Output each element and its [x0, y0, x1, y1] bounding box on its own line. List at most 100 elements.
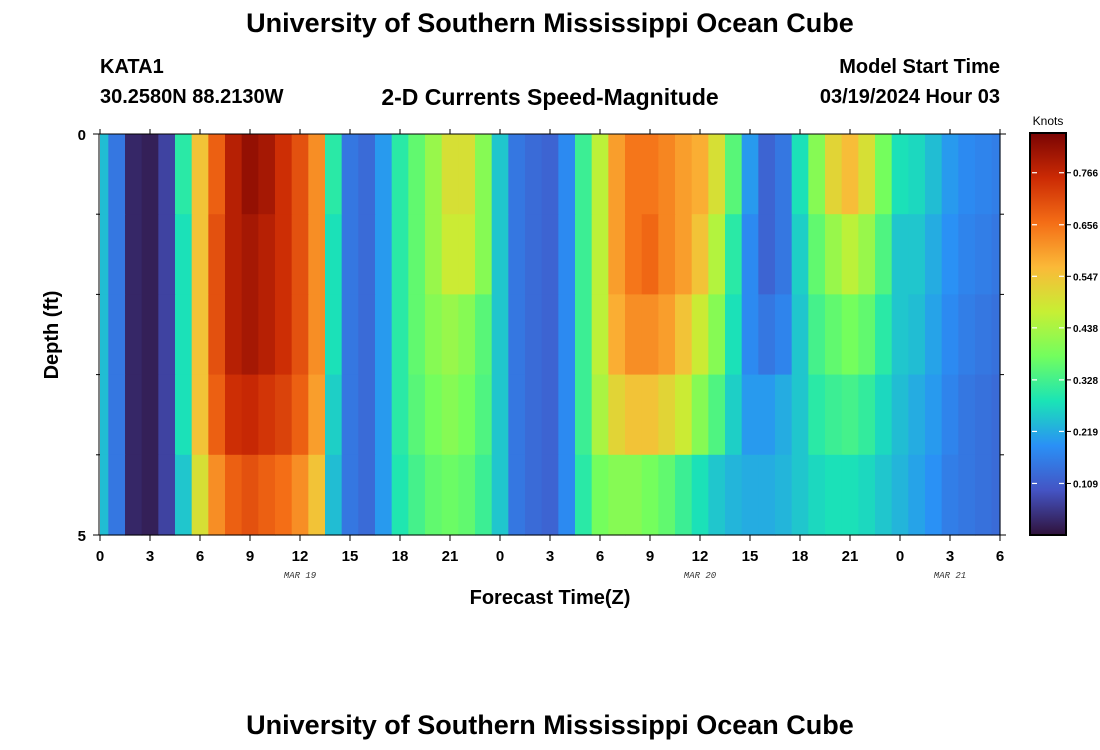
heatmap-cell — [758, 374, 776, 456]
heatmap-cell — [541, 374, 559, 456]
heatmap-cell — [458, 294, 476, 376]
heatmap-cell — [558, 294, 576, 376]
heatmap-cell — [775, 214, 793, 295]
colorbar-tick-label: 0.109 — [1073, 479, 1098, 490]
date-label: MAR 19 — [284, 571, 317, 581]
heatmap-cell — [158, 454, 176, 536]
x-tick-label: 3 — [946, 548, 954, 565]
x-tick-label: 18 — [392, 548, 409, 565]
heatmap-cell — [458, 374, 476, 456]
heatmap-cell — [141, 454, 159, 536]
heatmap-cell — [525, 214, 543, 295]
heatmap-cell — [675, 374, 693, 456]
heatmap-cell — [241, 454, 259, 536]
heatmap-cell — [791, 374, 809, 456]
x-tick-label: 6 — [596, 548, 604, 565]
heatmap-cell — [191, 134, 209, 215]
heatmap-cell — [408, 214, 426, 295]
x-tick-label: 9 — [246, 548, 254, 565]
heatmap-cell — [525, 374, 543, 456]
heatmap-cell — [708, 374, 726, 456]
heatmap-cell — [591, 214, 609, 295]
heatmap-cell — [225, 214, 243, 295]
heatmap-cell — [175, 454, 193, 536]
heatmap-cell — [208, 294, 226, 376]
heatmap-cell — [841, 134, 859, 215]
heatmap-cell — [558, 374, 576, 456]
heatmap-cell — [675, 134, 693, 215]
heatmap-cell — [441, 294, 459, 376]
heatmap-cell — [708, 214, 726, 295]
heatmap-cell — [441, 374, 459, 456]
heatmap-cell — [708, 134, 726, 215]
heatmap-cell — [291, 214, 309, 295]
x-tick-label: 21 — [842, 548, 859, 565]
heatmap-cell — [558, 454, 576, 536]
x-tick-label: 3 — [546, 548, 554, 565]
heatmap-cell — [325, 374, 343, 456]
heatmap-cell — [875, 214, 893, 295]
heatmap-cell — [158, 374, 176, 456]
heatmap-cell — [458, 214, 476, 295]
heatmap-cell — [841, 294, 859, 376]
heatmap-cell — [908, 134, 926, 215]
heatmap-cell — [208, 214, 226, 295]
heatmap-cell — [358, 214, 376, 295]
model-start-time: 03/19/2024 Hour 03 — [819, 86, 1000, 108]
heatmap-cell — [725, 454, 743, 536]
heatmap-cell — [100, 294, 109, 376]
x-tick-label: 9 — [646, 548, 654, 565]
heatmap-cell — [425, 134, 443, 215]
heatmap-cell — [391, 374, 409, 456]
heatmap-cell — [925, 214, 943, 295]
heatmap-cell — [191, 294, 209, 376]
heatmap-cell — [891, 294, 909, 376]
heatmap-cell — [791, 454, 809, 536]
heatmap-cell — [575, 214, 593, 295]
heatmap-cell — [858, 214, 876, 295]
x-tick-label: 12 — [692, 548, 709, 565]
heatmap-cell — [108, 214, 126, 295]
heatmap-cell — [225, 454, 243, 536]
heatmap-cell — [108, 134, 126, 215]
heatmap-cell — [475, 294, 493, 376]
heatmap-cell — [125, 374, 143, 456]
heatmap-cell — [925, 454, 943, 536]
heatmap-cell — [725, 214, 743, 295]
heatmap-cell — [675, 294, 693, 376]
heatmap-cell — [558, 134, 576, 215]
heatmap-cell — [891, 134, 909, 215]
heatmap-cell — [208, 454, 226, 536]
heatmap-cell — [375, 294, 393, 376]
heatmap-cell — [875, 374, 893, 456]
heatmap-cell — [241, 134, 259, 215]
heatmap-cell — [925, 374, 943, 456]
x-tick-label: 6 — [196, 548, 204, 565]
heatmap-cell — [308, 214, 326, 295]
y-tick-label: 5 — [78, 528, 86, 545]
heatmap-cell — [175, 134, 193, 215]
heatmap-cell — [491, 214, 509, 295]
heatmap-cell — [541, 134, 559, 215]
heatmap-cell — [691, 214, 709, 295]
heatmap-cell — [691, 374, 709, 456]
heatmap-cell — [458, 134, 476, 215]
heatmap-cell — [325, 214, 343, 295]
heatmap-cell — [341, 214, 359, 295]
heatmap-cell — [141, 214, 159, 295]
x-tick-label: 18 — [792, 548, 809, 565]
heatmap-cell — [308, 134, 326, 215]
heatmap-cell — [375, 374, 393, 456]
heatmap-cell — [908, 374, 926, 456]
heatmap-cell — [358, 374, 376, 456]
heatmap-cell — [641, 454, 659, 536]
heatmap-cell — [375, 214, 393, 295]
heatmap-cell — [341, 454, 359, 536]
heatmap-cell — [958, 454, 976, 536]
heatmap-cell — [258, 294, 276, 376]
heatmap-cell — [475, 374, 493, 456]
heatmap-cell — [791, 214, 809, 295]
heatmap-cell — [991, 294, 1001, 376]
heatmap-cell — [758, 454, 776, 536]
heatmap-cell — [408, 454, 426, 536]
